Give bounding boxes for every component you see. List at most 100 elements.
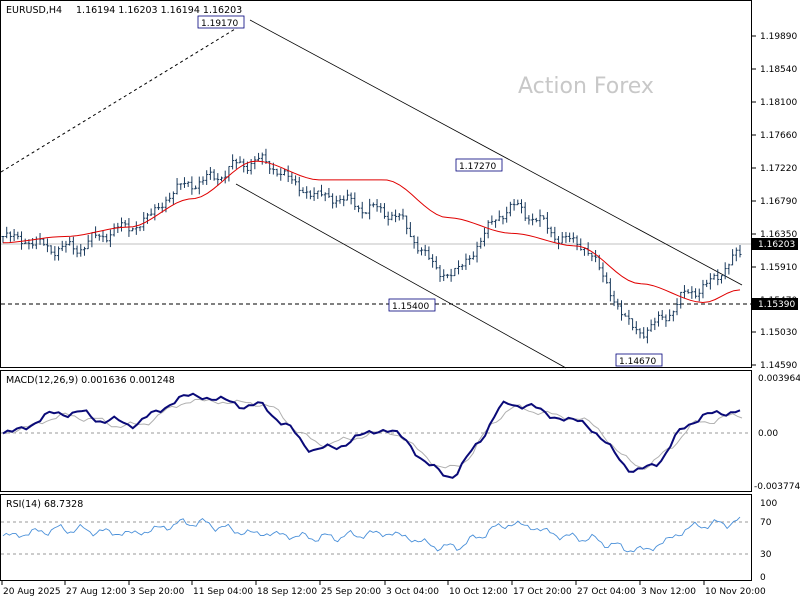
- price-bar: [364, 212, 368, 215]
- price-bar: [134, 221, 138, 235]
- price-bar: [434, 256, 438, 270]
- support-price-tag: 1.15390: [752, 298, 798, 310]
- price-bar: [275, 168, 279, 177]
- price-bar: [738, 244, 742, 258]
- price-bar: [708, 273, 712, 290]
- price-bar: [490, 215, 494, 225]
- rsi-axis: 100 70 30 0: [760, 499, 777, 583]
- price-bar: [294, 175, 298, 186]
- price-bar: [701, 279, 705, 299]
- price-bar: [60, 240, 64, 252]
- price-bar: [619, 300, 623, 321]
- current-price-value: 1.16203: [758, 240, 795, 250]
- price-bar: [5, 226, 9, 239]
- price-bar: [231, 154, 235, 170]
- date-tick: 11 Sep 04:00: [193, 587, 253, 597]
- price-bar: [212, 169, 216, 181]
- price-bar: [157, 202, 161, 211]
- price-bar: [334, 195, 338, 208]
- price-bar: [68, 237, 72, 246]
- price-bar: [308, 190, 312, 200]
- price-bar: [186, 181, 190, 187]
- price-bar: [519, 199, 523, 214]
- price-bar: [8, 231, 12, 242]
- price-bar: [553, 226, 557, 243]
- price-bar: [471, 251, 475, 260]
- price-bar: [412, 235, 416, 249]
- price-bar: [171, 191, 175, 205]
- price-bar: [379, 203, 383, 213]
- price-bar: [45, 238, 49, 253]
- price-bar: [153, 204, 157, 221]
- price-bar: [345, 189, 349, 201]
- price-bar: [71, 236, 75, 255]
- rsi-tick: 30: [760, 550, 772, 560]
- price-bar: [349, 192, 353, 205]
- price-bar: [657, 311, 661, 327]
- price-bar: [208, 167, 212, 180]
- rsi-label: RSI(14) 68.7328: [6, 499, 83, 510]
- price-bar: [20, 231, 24, 250]
- price-bar: [201, 176, 205, 185]
- price-bar: [649, 319, 653, 332]
- price-bar: [716, 269, 720, 286]
- price-bar: [86, 234, 90, 250]
- price-bar: [479, 237, 483, 249]
- channel-bottom-line: [235, 183, 567, 369]
- price-bar: [734, 247, 738, 262]
- price-bar: [579, 238, 583, 251]
- annotation-15400: 1.15400: [388, 298, 436, 312]
- annotation-label: 1.19170: [201, 19, 238, 29]
- price-bar: [368, 198, 372, 220]
- price-bar: [501, 215, 505, 225]
- price-bar: [290, 172, 294, 184]
- price-bar: [523, 202, 527, 222]
- price-bar: [182, 177, 186, 188]
- macd-axis: 0.003964 0.00 -0.003774: [754, 374, 800, 492]
- price-bar: [664, 314, 668, 327]
- date-tick: 3 Oct 04:00: [386, 587, 439, 597]
- price-bar: [568, 232, 572, 243]
- price-tick: 1.17220: [760, 164, 797, 174]
- current-price-tag: 1.16203: [752, 238, 798, 250]
- price-bar: [705, 279, 709, 288]
- macd-pane: [0, 370, 752, 492]
- price-bar: [494, 219, 498, 228]
- price-bar: [560, 231, 564, 244]
- price-bar: [431, 254, 435, 268]
- price-bar: [419, 247, 423, 256]
- price-bar: [360, 201, 364, 219]
- price-bar: [282, 168, 286, 176]
- price-bar: [442, 269, 446, 282]
- price-bar: [438, 264, 442, 282]
- price-bar: [653, 317, 657, 331]
- annotation-label: 1.15400: [392, 302, 429, 312]
- price-bar: [549, 226, 553, 238]
- price-bar: [279, 168, 283, 181]
- price-bar: [538, 209, 542, 227]
- annotation-14670: 1.14670: [615, 353, 663, 367]
- price-bar: [719, 275, 723, 284]
- time-axis: 20 Aug 2025 27 Aug 12:00 3 Sep 20:00 11 …: [1, 581, 766, 597]
- moving-average-line: [2, 160, 741, 304]
- price-bar: [464, 253, 468, 270]
- price-bar: [12, 228, 16, 242]
- rsi-tick: 100: [760, 499, 777, 509]
- date-tick: 27 Oct 04:00: [577, 587, 636, 597]
- price-bar: [642, 327, 646, 339]
- price-bar: [1, 236, 5, 243]
- price-bars: [1, 148, 742, 344]
- price-bar: [468, 255, 472, 265]
- price-bar: [168, 192, 172, 203]
- price-bar: [416, 236, 420, 254]
- annotation-label: 1.14670: [619, 357, 656, 367]
- price-bar: [127, 218, 131, 237]
- upper-trend-line-dashed: [0, 25, 241, 173]
- price-bar: [297, 176, 301, 197]
- price-bar: [638, 328, 642, 339]
- price-bar: [686, 289, 690, 294]
- price-bar: [123, 220, 127, 227]
- price-bar: [590, 252, 594, 262]
- price-bar: [660, 310, 664, 321]
- price-bar: [223, 170, 227, 184]
